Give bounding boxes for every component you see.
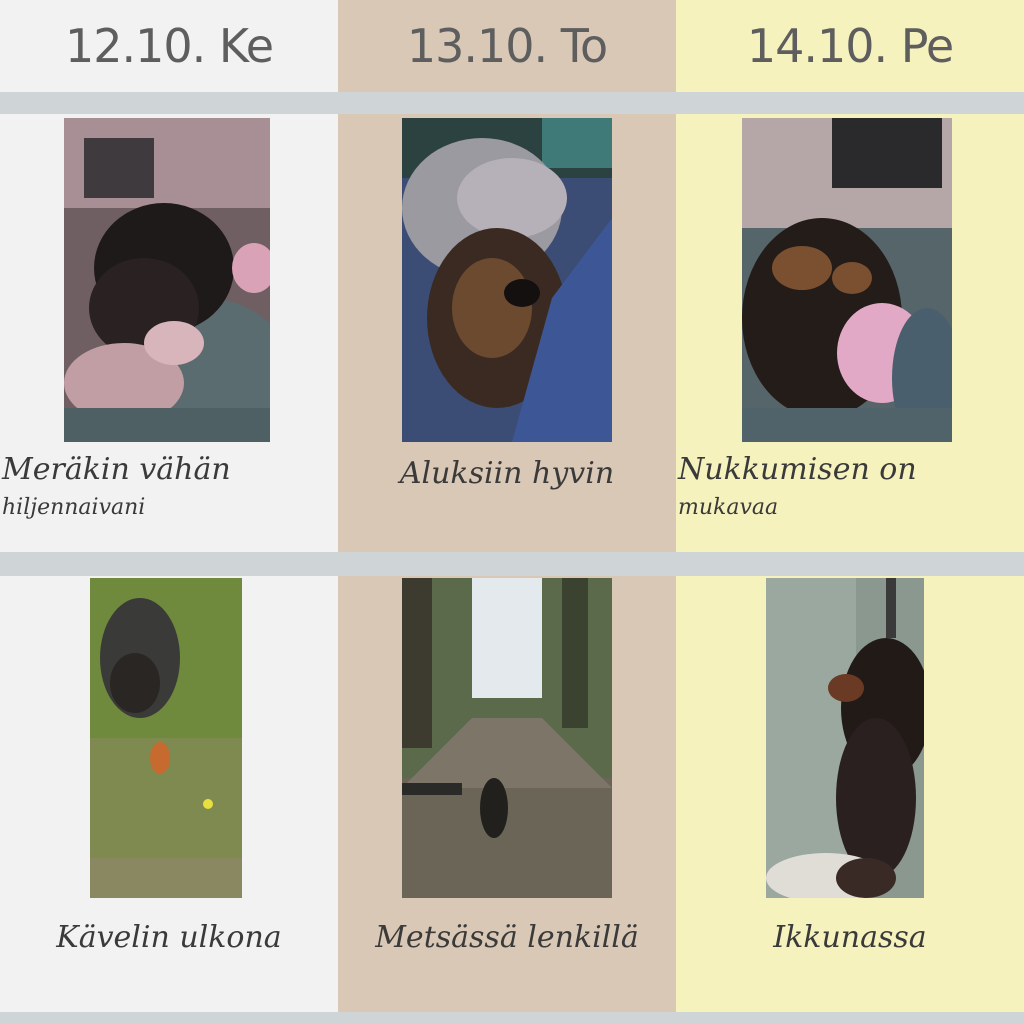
caption-line-1: Nukkumisen on	[678, 452, 917, 487]
row-divider	[0, 552, 1024, 576]
photo-caption: Aluksiin hyvin	[338, 456, 676, 492]
caption-line-1: Kävelin ulkona	[56, 920, 282, 955]
day-cell-friday-1: Nukkumisen on mukavaa	[676, 114, 1024, 552]
day-cell-thursday-1: Aluksiin hyvin	[338, 114, 676, 552]
caption-line-1: Meräkin vähän	[2, 452, 231, 487]
row-divider	[0, 92, 1024, 114]
dog-on-forest-path-photo[interactable]	[402, 578, 612, 898]
photo-row-1: Meräkin vähän hiljennaivani	[0, 114, 1024, 552]
day-cell-thursday-2: Metsässä lenkillä	[338, 576, 676, 1012]
photo-caption: Meräkin vähän hiljennaivani	[0, 452, 338, 528]
day-cell-wednesday-1: Meräkin vähän hiljennaivani	[0, 114, 338, 552]
caption-line-1: Aluksiin hyvin	[399, 456, 615, 491]
puppy-with-pink-toy-photo[interactable]	[742, 118, 952, 442]
photo-caption: Ikkunassa	[676, 920, 1024, 956]
caption-line-1: Ikkunassa	[773, 920, 927, 955]
day-header-friday[interactable]: 14.10. Pe	[676, 0, 1024, 92]
day-header-wednesday[interactable]: 12.10. Ke	[0, 0, 338, 92]
day-cell-wednesday-2: Kävelin ulkona	[0, 576, 338, 1012]
photo-caption: Metsässä lenkillä	[338, 920, 676, 956]
caption-line-2: mukavaa	[678, 495, 779, 520]
puppy-closeup-photo[interactable]	[402, 118, 612, 442]
row-divider	[0, 1012, 1024, 1024]
day-cell-friday-2: Ikkunassa	[676, 576, 1024, 1012]
photo-caption: Kävelin ulkona	[0, 920, 338, 956]
caption-line-1: Metsässä lenkillä	[375, 920, 639, 955]
dog-by-window-photo[interactable]	[766, 578, 924, 898]
photo-caption: Nukkumisen on mukavaa	[676, 452, 1024, 528]
dog-in-grass-photo[interactable]	[90, 578, 242, 898]
caption-line-2: hiljennaivani	[2, 495, 146, 520]
puppy-with-pink-toy-photo[interactable]	[64, 118, 270, 442]
photo-row-2: Kävelin ulkona Metsässä lenkillä	[0, 576, 1024, 1012]
day-header-thursday[interactable]: 13.10. To	[338, 0, 676, 92]
day-header-row: 12.10. Ke 13.10. To 14.10. Pe	[0, 0, 1024, 92]
